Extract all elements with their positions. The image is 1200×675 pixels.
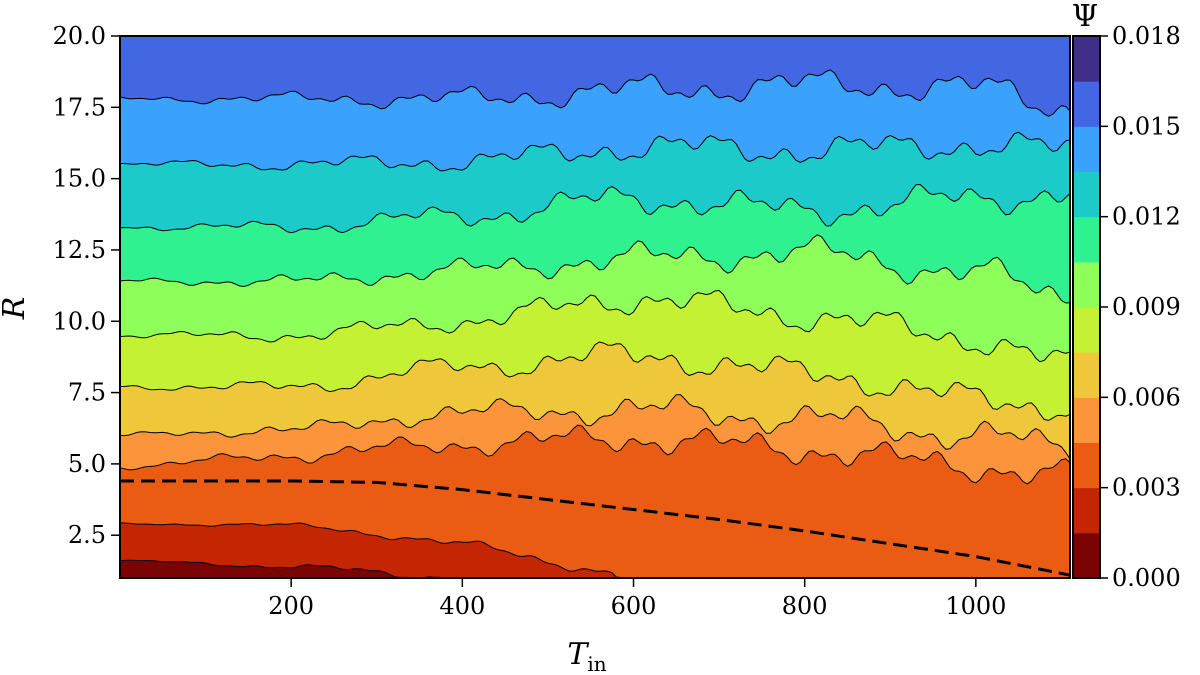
y-tick-label: 17.5 [53, 93, 106, 121]
dashed-boundary-layer [120, 479, 1070, 577]
y-tick-label: 15.0 [53, 165, 106, 193]
colorbar-segment [1073, 442, 1100, 489]
colorbar-segment [1073, 307, 1100, 353]
contour-line-4 [120, 341, 1070, 421]
contour-line-3 [120, 394, 1070, 460]
contour-line-9 [120, 69, 1070, 117]
plot-area [120, 36, 1070, 578]
colorbar-tick-label: 0.018 [1112, 22, 1181, 50]
x-axis: 200 400 600 800 1000 [268, 578, 1006, 620]
colorbar-segment [1073, 126, 1100, 172]
colorbar-segment [1073, 532, 1100, 579]
y-axis: 2.5 5.0 7.5 10.0 12.5 15.0 17.5 20.0 [53, 22, 120, 549]
colorbar-tick-label: 0.000 [1112, 564, 1181, 592]
colorbar-segment [1073, 352, 1100, 398]
contour-line-1 [120, 522, 1070, 578]
x-tick-label: 600 [611, 592, 657, 620]
x-axis-label-main: T [567, 637, 589, 672]
x-tick-label: 1000 [945, 592, 1006, 620]
colorbar-segment [1073, 487, 1100, 534]
y-axis-label: R [0, 297, 32, 321]
colorbar-title: Ψ [1072, 0, 1098, 34]
y-tick-label: 5.0 [68, 450, 106, 478]
contour-line-2 [120, 424, 1070, 485]
colorbar-tick-label: 0.003 [1112, 474, 1181, 502]
contour-line-5 [120, 289, 1070, 363]
contour-line-7 [120, 183, 1070, 234]
contour-line-8 [120, 131, 1070, 172]
colorbar-tick-label: 0.009 [1112, 293, 1181, 321]
plot-frame [119, 35, 1071, 579]
x-tick-label: 800 [782, 592, 828, 620]
x-axis-label-subscript: in [587, 652, 606, 675]
y-tick-label: 2.5 [68, 521, 106, 549]
x-tick-label: 400 [439, 592, 485, 620]
colorbar-tick-label: 0.015 [1112, 112, 1181, 140]
x-tick-label: 200 [268, 592, 314, 620]
colorbar-segment [1073, 81, 1100, 127]
x-axis-label: Tin [567, 637, 606, 675]
colorbar-tick-label: 0.012 [1112, 203, 1181, 231]
colorbar-segment [1073, 261, 1100, 308]
dashed-boundary-curve [120, 479, 1070, 577]
colorbar: 0.000 0.003 0.006 0.009 0.012 0.015 0.018 [1072, 22, 1181, 592]
y-tick-label: 10.0 [53, 307, 106, 335]
colorbar-segment [1073, 171, 1100, 218]
contour-line-0 [120, 559, 1070, 578]
colorbar-segment [1073, 36, 1100, 82]
y-tick-label: 7.5 [68, 379, 106, 407]
y-tick-label: 12.5 [53, 236, 106, 264]
colorbar-segment [1073, 216, 1100, 263]
colorbar-segment [1073, 397, 1100, 443]
colorbar-tick-label: 0.006 [1112, 383, 1181, 411]
y-tick-label: 20.0 [53, 22, 106, 50]
contour-line-6 [120, 234, 1070, 304]
